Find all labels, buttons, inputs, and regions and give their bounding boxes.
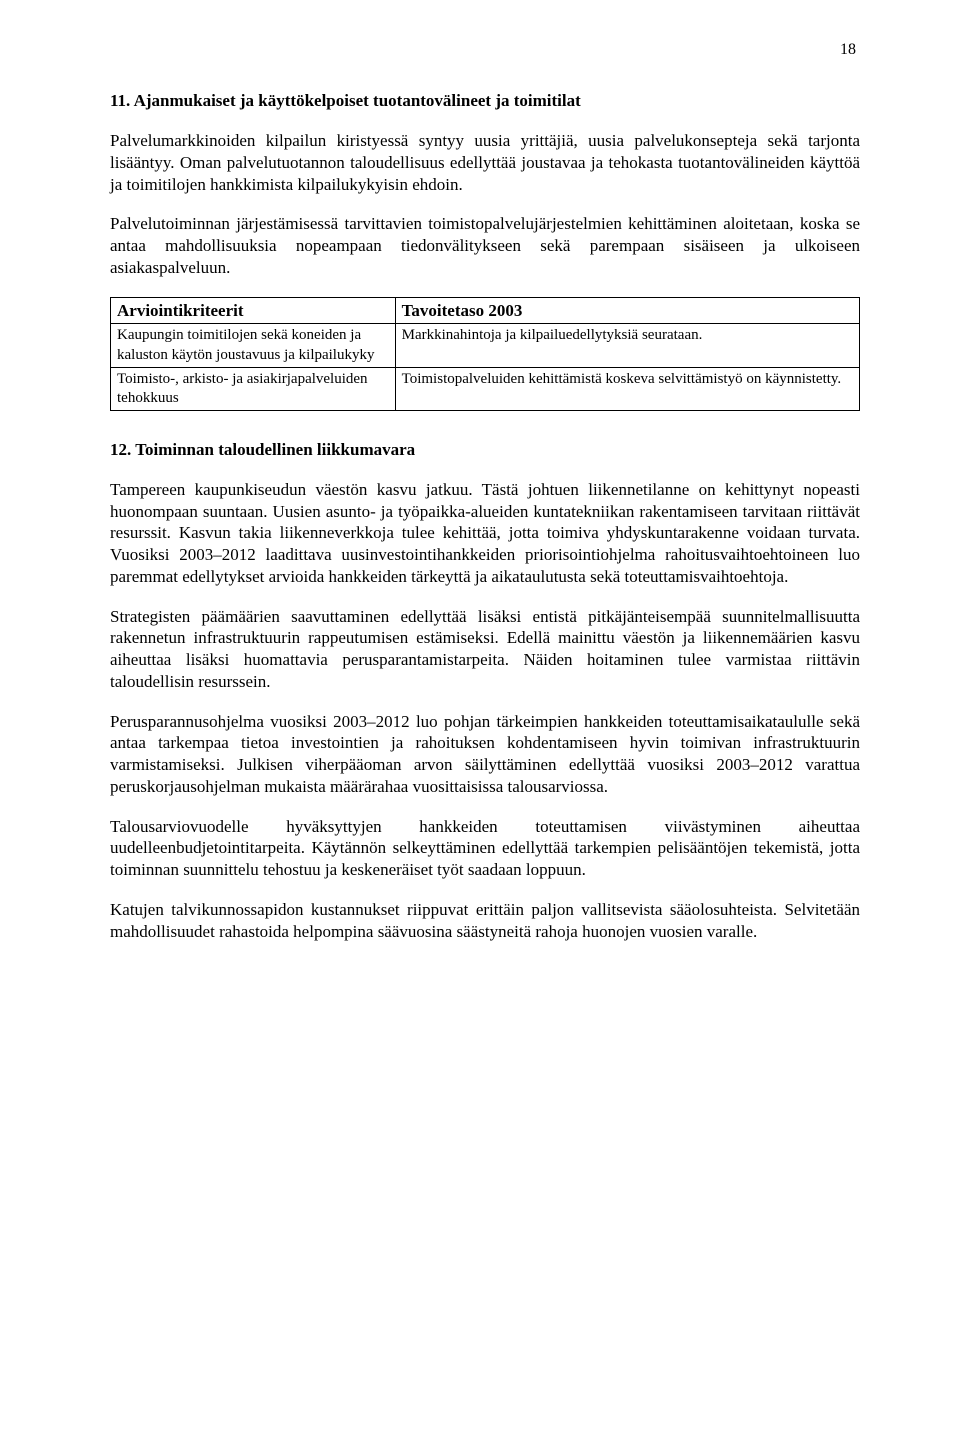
criteria-table: Arviointikriteerit Tavoitetaso 2003 Kaup… — [110, 297, 860, 412]
section-11-paragraph-2: Palvelutoiminnan järjestämisessä tarvitt… — [110, 213, 860, 278]
section-12-paragraph-5: Katujen talvikunnossapidon kustannukset … — [110, 899, 860, 943]
table-row: Kaupungin toimitilojen sekä koneiden ja … — [111, 324, 860, 367]
table-cell-right: Toimistopalveluiden kehittämistä koskeva… — [395, 367, 859, 410]
section-12-heading: 12. Toiminnan taloudellinen liikkumavara — [110, 439, 860, 461]
table-header-row: Arviointikriteerit Tavoitetaso 2003 — [111, 297, 860, 324]
table-cell-left: Toimisto-, arkisto- ja asiakirjapalvelui… — [111, 367, 396, 410]
section-12-paragraph-3: Perusparannusohjelma vuosiksi 2003–2012 … — [110, 711, 860, 798]
page-number: 18 — [110, 40, 860, 60]
table-cell-right: Markkinahintoja ja kilpailuedellytyksiä … — [395, 324, 859, 367]
table-header-right: Tavoitetaso 2003 — [395, 297, 859, 324]
section-12-paragraph-2: Strategisten päämäärien saavuttaminen ed… — [110, 606, 860, 693]
section-11-heading: 11. Ajanmukaiset ja käyttökelpoiset tuot… — [110, 90, 860, 112]
table-cell-left: Kaupungin toimitilojen sekä koneiden ja … — [111, 324, 396, 367]
section-11-paragraph-1: Palvelumarkkinoiden kilpailun kiristyess… — [110, 130, 860, 195]
table-row: Toimisto-, arkisto- ja asiakirjapalvelui… — [111, 367, 860, 410]
section-12-paragraph-1: Tampereen kaupunkiseudun väestön kasvu j… — [110, 479, 860, 588]
table-header-left: Arviointikriteerit — [111, 297, 396, 324]
section-12-paragraph-4: Talousarviovuodelle hyväksyttyjen hankke… — [110, 816, 860, 881]
